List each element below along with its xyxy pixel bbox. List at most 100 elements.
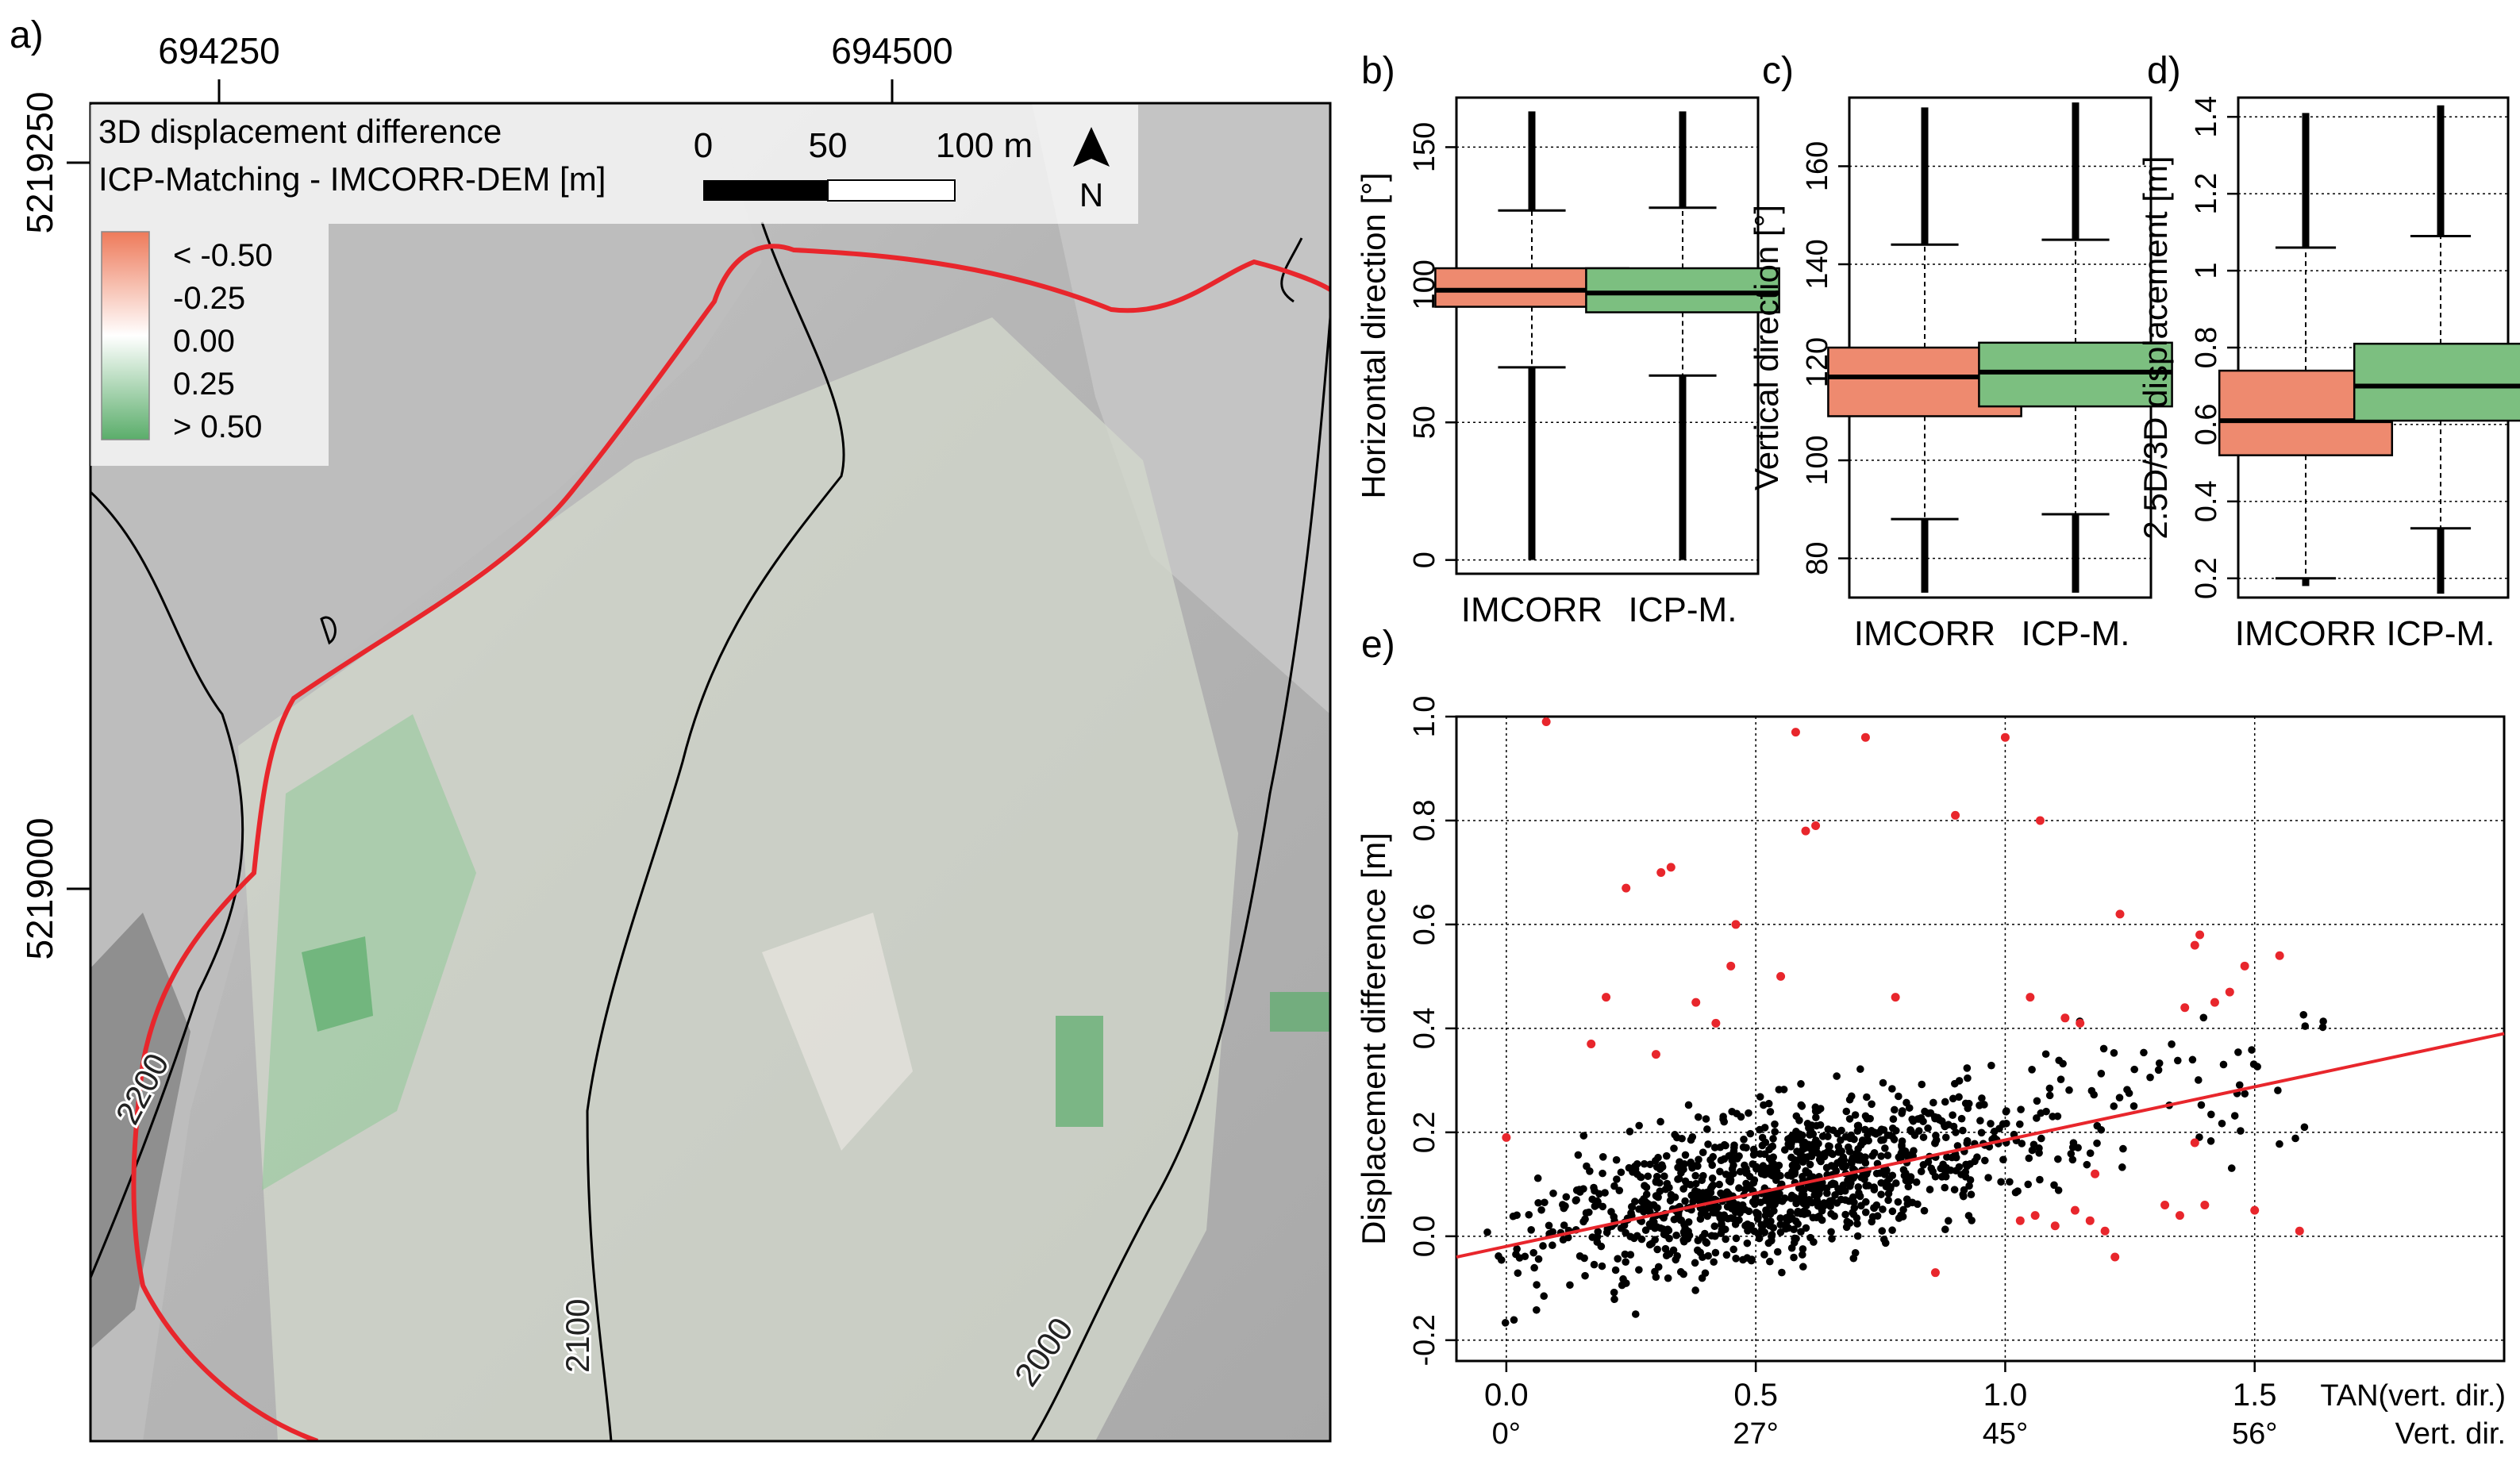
data-point — [1738, 1201, 1747, 1209]
data-point — [1772, 1166, 1780, 1174]
data-point — [2237, 1127, 2245, 1135]
data-point — [2300, 1123, 2309, 1132]
data-point — [1898, 1137, 1906, 1145]
y-axis-label: Displacement difference [m] — [1355, 832, 1392, 1245]
data-point — [1750, 1200, 1759, 1209]
data-point — [1549, 1241, 1556, 1250]
outlier-point — [1651, 1050, 1660, 1059]
data-point — [1845, 1115, 1854, 1123]
data-point — [1845, 1148, 1854, 1155]
data-point — [1815, 1155, 1824, 1163]
data-point — [1701, 1269, 1710, 1278]
plot-frame — [1455, 96, 1760, 575]
scalebar-label: 100 m — [936, 126, 1033, 165]
data-point — [1883, 1151, 1892, 1159]
data-point — [1716, 1143, 1725, 1151]
data-point — [2199, 1013, 2208, 1022]
data-point — [2110, 1049, 2118, 1057]
data-point — [1851, 1111, 1860, 1119]
data-point — [1775, 1196, 1783, 1205]
data-point — [1837, 1147, 1845, 1155]
data-point — [2219, 1060, 2228, 1069]
data-point — [1861, 1208, 1870, 1217]
data-point — [1829, 1179, 1837, 1187]
north-label: N — [1079, 176, 1103, 213]
data-point — [1885, 1174, 1894, 1183]
plot-frame — [1455, 715, 2506, 1363]
data-point — [1745, 1109, 1752, 1117]
outlier-point — [1666, 863, 1676, 872]
data-point — [1666, 1197, 1675, 1205]
x-category-label: IMCORR — [1461, 590, 1602, 629]
data-point — [1643, 1206, 1652, 1215]
data-point — [1950, 1186, 1959, 1194]
data-point — [1820, 1150, 1828, 1158]
outlier-point — [2190, 940, 2199, 950]
data-point — [2274, 1086, 2282, 1094]
data-point — [1651, 1267, 1659, 1276]
data-point — [1684, 1227, 1692, 1236]
data-point — [1805, 1195, 1814, 1204]
trend-line — [1456, 1032, 2505, 1259]
data-point — [2086, 1149, 2095, 1157]
data-point — [1888, 1226, 1896, 1235]
legend-item: 0.00 — [173, 324, 235, 359]
x-axis-label-secondary: Vert. dir. — [2395, 1417, 2506, 1451]
y-tick-label: 140 — [1801, 239, 1834, 289]
data-point — [1718, 1221, 1726, 1229]
data-point — [1919, 1133, 1928, 1141]
data-point — [1652, 1156, 1660, 1165]
data-point — [1845, 1219, 1854, 1228]
data-point — [1918, 1080, 1926, 1089]
data-point — [1612, 1155, 1621, 1164]
data-point — [1797, 1209, 1805, 1218]
data-point — [1829, 1126, 1837, 1135]
data-point — [1941, 1183, 1949, 1192]
outlier-point — [2015, 1216, 2025, 1225]
x-tick-label-degrees: 56° — [2232, 1417, 2277, 1451]
data-point — [1961, 1172, 1970, 1181]
data-point — [2299, 1010, 2308, 1019]
data-point — [1833, 1072, 1841, 1080]
data-point — [2168, 1040, 2176, 1048]
data-point — [1590, 1183, 1598, 1192]
y-tick-label: 1 — [2190, 263, 2223, 279]
data-point — [1766, 1108, 1775, 1116]
data-point — [1626, 1251, 1635, 1259]
data-point — [1700, 1205, 1708, 1213]
data-point — [1769, 1153, 1777, 1161]
data-point — [1967, 1190, 1976, 1199]
outlier-point — [1656, 867, 1666, 877]
outlier-point — [2240, 961, 2249, 971]
data-point — [1941, 1133, 1950, 1142]
data-point — [1732, 1255, 1740, 1263]
data-point — [1899, 1166, 1908, 1174]
data-point — [1878, 1227, 1887, 1235]
data-point — [1645, 1240, 1654, 1249]
data-point — [2097, 1070, 2106, 1078]
data-point — [1957, 1114, 1966, 1123]
data-point — [1510, 1316, 1518, 1324]
outlier-point — [2210, 998, 2219, 1007]
data-point — [1731, 1154, 1740, 1163]
data-point — [1933, 1113, 1942, 1122]
data-point — [1669, 1246, 1678, 1255]
data-point — [2125, 1089, 2133, 1098]
map-x-tick-label: 694250 — [158, 30, 280, 71]
data-point — [1688, 1191, 1696, 1199]
data-point — [1920, 1206, 1929, 1215]
data-point — [1766, 1257, 1774, 1266]
data-point — [1610, 1295, 1618, 1304]
data-point — [1841, 1196, 1849, 1204]
data-point — [1841, 1210, 1849, 1219]
data-point — [1580, 1254, 1588, 1263]
data-point — [1903, 1195, 1911, 1203]
data-point — [1952, 1128, 1960, 1136]
data-point — [2028, 1146, 2037, 1155]
data-point — [1939, 1160, 1947, 1169]
data-point — [1791, 1234, 1799, 1243]
data-point — [1917, 1167, 1926, 1176]
y-tick-label: 50 — [1408, 406, 1441, 439]
data-point — [1851, 1248, 1860, 1257]
data-point — [1917, 1113, 1926, 1122]
